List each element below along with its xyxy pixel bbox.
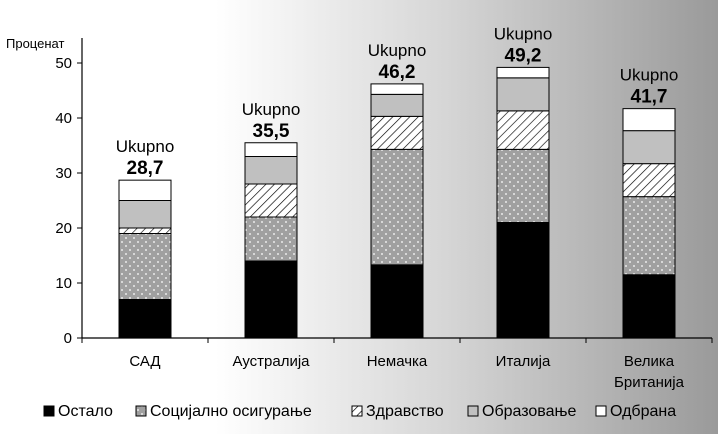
total-caption: Ukupno bbox=[116, 137, 175, 156]
bar-segment-4-4 bbox=[622, 108, 676, 132]
bar-segment-1-3 bbox=[496, 148, 550, 224]
bar-segment-4-2 bbox=[370, 83, 424, 95]
y-tick-label: 50 bbox=[55, 55, 72, 72]
bar-segment-3-0 bbox=[118, 200, 172, 229]
bar-segment-0-2 bbox=[370, 264, 424, 339]
bar-segment-4-0 bbox=[118, 179, 172, 201]
y-tick-label: 30 bbox=[55, 165, 72, 182]
legend-swatch bbox=[43, 405, 55, 417]
bar-segment-1-0 bbox=[118, 233, 172, 300]
legend-label: Одбрана bbox=[610, 403, 676, 420]
bar-segment-2-0 bbox=[118, 227, 172, 234]
bar-segment-3-3 bbox=[496, 77, 550, 112]
total-caption: Ukupno bbox=[242, 100, 301, 119]
total-value: 35,5 bbox=[253, 121, 290, 142]
y-tick-label: 10 bbox=[55, 275, 72, 292]
bar-segment-1-1 bbox=[244, 216, 298, 262]
bar-segment-3-4 bbox=[622, 130, 676, 165]
bar-segment-0-3 bbox=[496, 222, 550, 339]
total-caption: Ukupno bbox=[620, 66, 679, 85]
y-tick-label: 0 bbox=[64, 330, 72, 347]
bar-segment-0-1 bbox=[244, 260, 298, 339]
legend-label: Здравство bbox=[366, 403, 444, 420]
x-tick-label: Велика bbox=[624, 353, 675, 370]
legend-swatch bbox=[351, 405, 363, 417]
bar-segment-2-3 bbox=[496, 110, 550, 150]
total-value: 46,2 bbox=[379, 62, 416, 83]
bar-segment-3-1 bbox=[244, 156, 298, 185]
x-tick-label: САД bbox=[129, 353, 160, 370]
legend-swatch bbox=[595, 405, 607, 417]
legend-swatch bbox=[467, 405, 479, 417]
bar-segment-4-1 bbox=[244, 142, 298, 157]
bar-segment-1-4 bbox=[622, 196, 676, 276]
bar-segment-1-2 bbox=[370, 148, 424, 266]
bar-segment-4-3 bbox=[496, 66, 550, 79]
legend-label: Социјално осигурање bbox=[150, 403, 312, 420]
legend-label: Остало bbox=[58, 403, 113, 420]
x-tick-label: Аустралија bbox=[232, 353, 310, 370]
x-tick-label: Италија bbox=[496, 353, 551, 370]
y-tick-label: 20 bbox=[55, 220, 72, 237]
total-value: 41,7 bbox=[631, 87, 668, 108]
total-value: 28,7 bbox=[127, 158, 164, 179]
total-caption: Ukupno bbox=[368, 41, 427, 60]
legend-swatch bbox=[135, 405, 147, 417]
bar-segment-0-0 bbox=[118, 299, 172, 339]
y-axis-label: Проценат bbox=[6, 36, 64, 51]
y-tick-label: 40 bbox=[55, 110, 72, 127]
total-caption: Ukupno bbox=[494, 24, 553, 43]
x-tick-label: Британија bbox=[614, 374, 685, 391]
bar-segment-0-4 bbox=[622, 274, 676, 339]
bar-segment-2-2 bbox=[370, 115, 424, 150]
total-value: 49,2 bbox=[505, 45, 542, 66]
legend-label: Образовање bbox=[482, 403, 577, 420]
bar-segment-3-2 bbox=[370, 93, 424, 117]
x-tick-label: Немачка bbox=[367, 353, 428, 370]
bar-segment-2-4 bbox=[622, 163, 676, 198]
bar-segment-2-1 bbox=[244, 183, 298, 218]
